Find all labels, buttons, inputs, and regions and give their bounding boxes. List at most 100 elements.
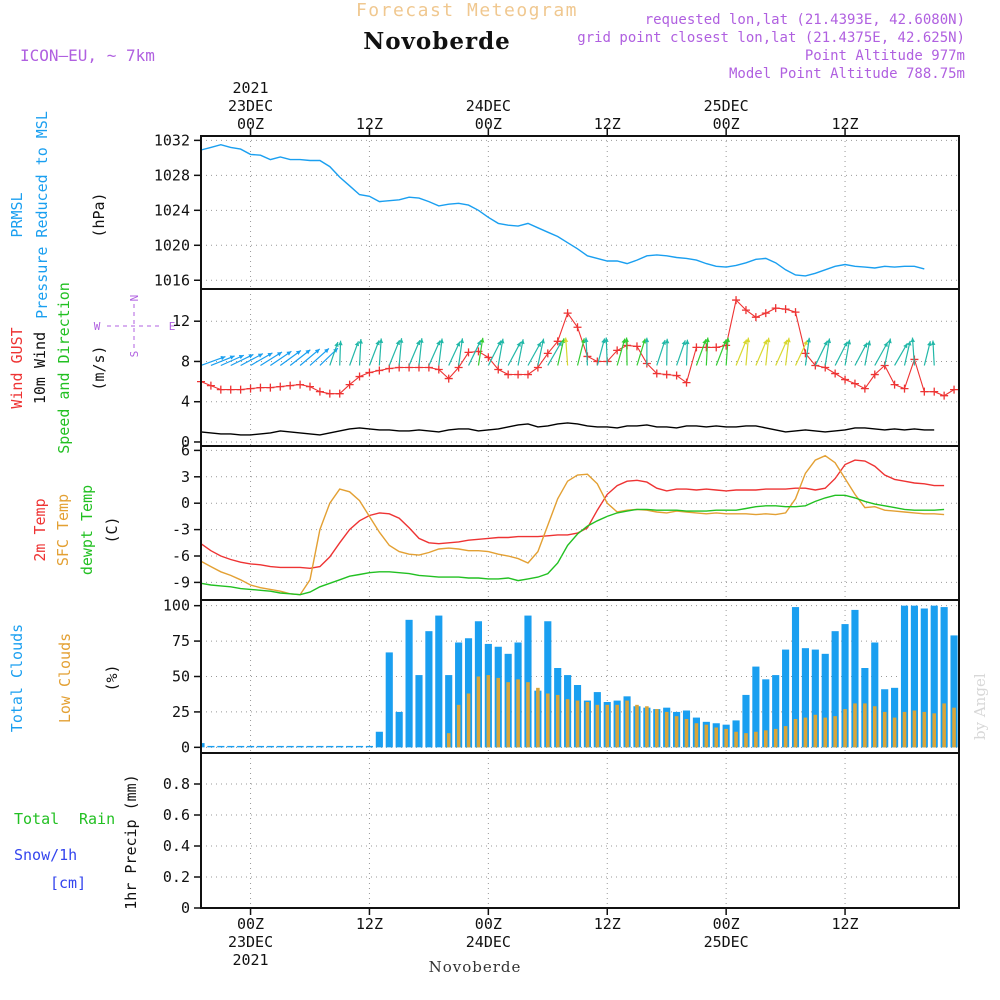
total-cloud-bar — [415, 675, 423, 748]
wind-arrow-head — [295, 350, 301, 355]
compass-e: E — [169, 320, 176, 333]
wind-arrow — [547, 340, 563, 366]
ytick-label: 25 — [172, 703, 190, 721]
wind-arrow — [656, 339, 666, 366]
low-cloud-bar — [486, 675, 491, 748]
grid-layer — [201, 136, 959, 909]
gust-marker — [900, 384, 909, 393]
gust-marker — [940, 391, 949, 400]
total-cloud-bar — [752, 666, 760, 748]
cloud-label-low: Low Clouds — [56, 633, 74, 723]
low-cloud-bar — [882, 711, 887, 748]
wind-arrow-head — [334, 342, 339, 347]
total-cloud-bar — [316, 745, 324, 748]
low-cloud-bar — [823, 717, 828, 748]
wind-arrow — [565, 337, 569, 366]
gust-marker — [216, 385, 225, 394]
wind-arrow-head — [742, 339, 747, 345]
temp-label-2m: 2m Temp — [31, 498, 49, 561]
total-cloud-bar — [227, 745, 235, 748]
total-cloud-bar — [811, 649, 819, 748]
wind-arrow — [458, 338, 464, 366]
pressure-label-prmsl: PRMSL — [8, 192, 26, 237]
panel-frame — [200, 288, 960, 447]
low-cloud-bar — [872, 706, 877, 748]
wind-arrow — [477, 337, 484, 366]
low-cloud-bar — [902, 711, 907, 748]
gust-marker — [315, 387, 324, 396]
wind-arrow-head — [684, 339, 690, 345]
total-cloud-bar — [217, 745, 225, 748]
ytick-label: 3 — [181, 468, 190, 486]
gust-marker — [771, 304, 780, 313]
wind-arrow — [576, 338, 585, 366]
low-cloud-bar — [843, 709, 847, 748]
xtick-label-bottom: 12Z — [356, 915, 383, 933]
total-cloud-bar — [930, 605, 938, 748]
gust-marker — [672, 371, 681, 380]
pressure-unit: (hPa) — [90, 192, 108, 237]
low-cloud-bar — [783, 726, 788, 748]
gust-marker — [781, 305, 790, 314]
dewpt-line — [200, 494, 945, 596]
wind-arrow — [467, 340, 482, 366]
gust-marker — [692, 343, 701, 352]
wind-arrow — [636, 338, 646, 366]
xtick-label-bottom: 00Z — [237, 915, 264, 933]
total-cloud-bar — [346, 745, 354, 748]
wind-arrow — [824, 338, 831, 366]
precip-label-cm: [cm] — [50, 874, 86, 892]
gust-marker — [831, 369, 840, 378]
xtick-label-top: 23DEC — [228, 97, 273, 115]
gust-marker — [514, 370, 523, 379]
low-cloud-bar — [625, 700, 629, 748]
low-cloud-bar — [526, 682, 530, 748]
wind-arrow-head — [305, 349, 311, 355]
wind-arrow-head — [398, 338, 404, 343]
low-cloud-bar — [645, 706, 649, 748]
gust-marker — [345, 380, 354, 389]
wind-arrow — [814, 340, 828, 366]
wind-arrow — [596, 338, 606, 366]
ytick-label: 0 — [181, 738, 190, 756]
low-cloud-bar — [664, 711, 669, 748]
gust-marker — [632, 342, 641, 351]
wind-speed-line — [200, 422, 935, 436]
gust-marker — [484, 353, 493, 362]
wind-arrow-head — [786, 337, 791, 343]
temp-label-sfc: SFC Temp — [54, 494, 72, 566]
gust-marker — [563, 309, 572, 318]
wind-arrow-head — [702, 339, 707, 345]
wind-arrow-head — [661, 339, 666, 345]
compass-s: S — [128, 351, 141, 358]
wind-arrow — [735, 339, 748, 366]
gust-marker — [305, 382, 314, 391]
gust-marker — [662, 370, 671, 379]
wind-arrow-head — [277, 352, 282, 357]
ytick-label: 0.4 — [163, 837, 190, 855]
ytick-label: 0 — [181, 433, 190, 451]
gust-marker — [573, 323, 582, 332]
ytick-label: 1016 — [154, 271, 190, 289]
wind-arrow — [745, 337, 750, 366]
wind-arrow — [487, 340, 502, 366]
wind-arrow-head — [267, 352, 273, 358]
low-cloud-bar — [892, 717, 897, 748]
total-cloud-bar — [385, 652, 393, 748]
total-cloud-bar — [246, 745, 255, 748]
wind-arrow-head — [563, 337, 569, 343]
wind-arrow-head — [604, 337, 609, 343]
wind-arrow-head — [324, 348, 329, 354]
gust-marker — [543, 349, 552, 358]
wind-arrow — [497, 338, 504, 366]
wind-arrow-head — [583, 337, 589, 343]
gust-marker — [355, 372, 364, 381]
xtick-label-bottom: 00Z — [713, 915, 740, 933]
wind-arrow-head — [927, 341, 932, 347]
total-cloud-bar — [306, 745, 314, 748]
gust-marker — [702, 343, 711, 352]
total-cloud-bar — [831, 631, 839, 748]
wind-arrow-head — [765, 337, 771, 343]
wind-arrow-head — [906, 340, 912, 346]
total-cloud-bar — [851, 609, 859, 748]
